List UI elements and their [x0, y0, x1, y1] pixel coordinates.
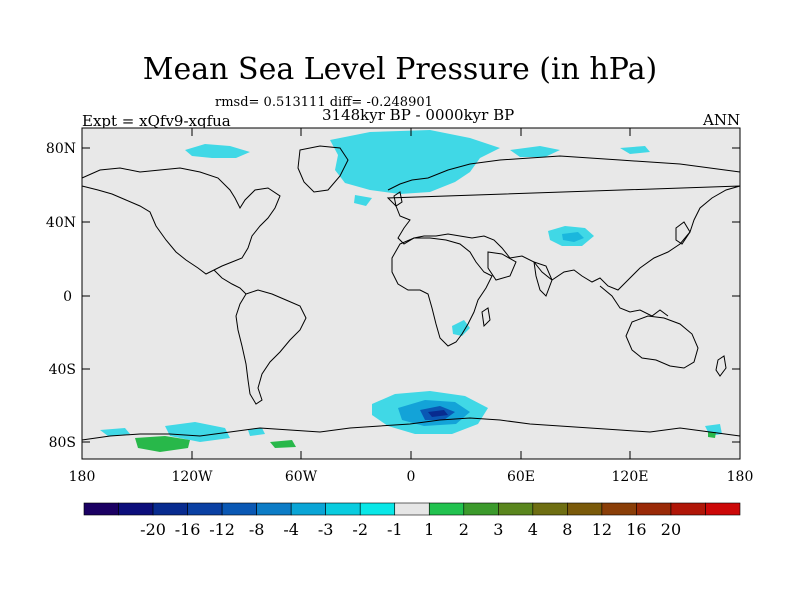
colorbar-box — [601, 502, 637, 516]
colorbar-label: -4 — [283, 520, 299, 539]
colorbar-label: 4 — [528, 520, 538, 539]
lon-label: 120W — [171, 469, 213, 485]
colorbar-label: 1 — [424, 520, 434, 539]
coast-india — [533, 261, 553, 297]
lat-label: 40S — [49, 362, 76, 378]
colorbar-box — [290, 502, 326, 516]
colorbar-label: 3 — [493, 520, 503, 539]
coastlines — [81, 145, 741, 441]
colorbar-label: 2 — [459, 520, 469, 539]
coast-japan — [675, 221, 691, 245]
experiment-label: Expt = xQfv9-xqfua — [82, 112, 231, 130]
coast-central-america — [213, 269, 247, 295]
colorbar: -20 -16 -12 -8 -4 -3 -2 -1 1 2 3 4 8 12 16 20 — [83, 502, 741, 539]
colorbar-label: 20 — [661, 520, 681, 539]
coast-uk — [393, 191, 403, 207]
anomaly-southern-ocean-core2 — [428, 410, 448, 417]
colorbar-label: -3 — [318, 520, 334, 539]
lat-label: 80S — [49, 435, 76, 451]
colorbar-box — [428, 502, 465, 516]
coast-greenland — [297, 145, 349, 193]
colorbar-label: -20 — [140, 520, 166, 539]
lat-label: 0 — [63, 289, 72, 305]
coast-arabia — [487, 251, 517, 281]
lon-label: 120E — [612, 469, 649, 485]
colorbar-box — [498, 502, 534, 516]
anomaly-antarctic-ross — [135, 436, 190, 452]
lat-label: 80N — [46, 141, 76, 157]
colorbar-label: -12 — [209, 520, 235, 539]
colorbar-label: -8 — [249, 520, 265, 539]
coast-se-asia — [599, 285, 669, 317]
anomaly-south-africa — [452, 320, 470, 336]
colorbar-box — [187, 502, 223, 516]
coast-antarctica — [81, 417, 741, 441]
colorbar-box — [463, 502, 499, 516]
colorbar-box — [83, 502, 119, 516]
colorbar-box — [705, 502, 741, 516]
colorbar-label: -1 — [387, 520, 403, 539]
anomaly-tibet-core — [562, 232, 584, 242]
colorbar-label: 8 — [562, 520, 572, 539]
colorbar-box — [256, 502, 292, 516]
anomaly-arctic-west — [185, 144, 250, 158]
anomaly-north-atlantic — [354, 195, 372, 206]
lon-label: 60E — [507, 469, 535, 485]
map-title: Mean Sea Level Pressure (in hPa) — [142, 52, 658, 87]
season-label: ANN — [703, 111, 741, 129]
anomaly-arctic-east — [510, 146, 560, 157]
anomaly-antarctic-far — [100, 428, 130, 436]
anomaly-shading — [100, 130, 722, 452]
anomaly-arctic — [330, 130, 500, 194]
anomaly-antarctic-west — [165, 422, 230, 442]
colorbar-box — [325, 502, 361, 516]
lon-axis: 180 120W 60W 0 60E 120E 180 — [69, 128, 754, 485]
colorbar-box — [118, 502, 154, 516]
coast-africa — [391, 237, 493, 347]
lon-label: 180 — [69, 469, 96, 485]
stats-text: rmsd= 0.513111 diff= -0.248901 — [215, 95, 433, 110]
anomaly-antarctic-west2 — [248, 428, 265, 436]
lon-label: 0 — [407, 469, 416, 485]
coast-new-zealand — [715, 355, 727, 377]
colorbar-box — [394, 502, 430, 516]
colorbar-box — [636, 502, 672, 516]
period-text: 3148kyr BP - 0000kyr BP — [322, 106, 515, 124]
colorbar-label: -16 — [175, 520, 201, 539]
colorbar-box — [221, 502, 257, 516]
coast-eurasia — [386, 155, 741, 291]
coast-australia — [625, 315, 699, 369]
colorbar-label: -2 — [352, 520, 368, 539]
colorbar-box — [670, 502, 706, 516]
coast-north-america — [81, 167, 281, 275]
anomaly-arctic-far-east — [620, 146, 650, 154]
colorbar-box — [359, 502, 396, 516]
anomaly-antarctic-ross2 — [270, 440, 296, 448]
lat-label: 40N — [46, 215, 76, 231]
anomaly-antarctic-east2 — [708, 432, 716, 438]
coast-south-america — [235, 289, 307, 405]
coast-madagascar — [481, 307, 491, 328]
colorbar-label: 12 — [592, 520, 612, 539]
lat-axis: 80N 40N 0 40S 80S — [46, 141, 740, 451]
colorbar-label: 16 — [626, 520, 646, 539]
colorbar-box — [532, 502, 568, 516]
lon-label: 60W — [285, 469, 318, 485]
lon-label: 180 — [727, 469, 754, 485]
colorbar-box — [152, 502, 188, 516]
colorbar-box — [567, 502, 603, 516]
